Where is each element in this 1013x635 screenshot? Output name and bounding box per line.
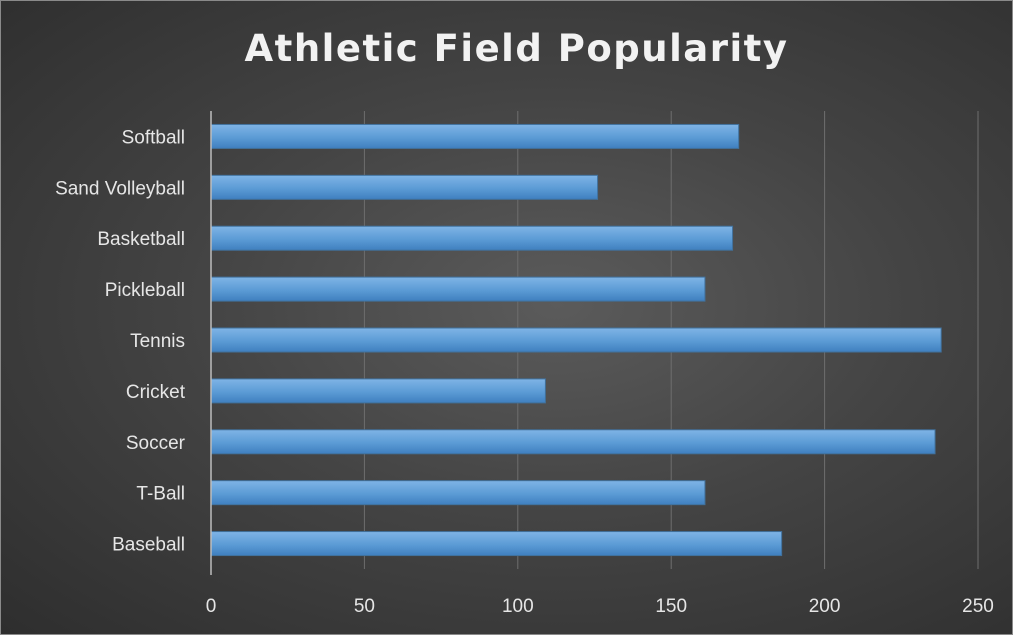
bar-t-ball (210, 480, 706, 506)
category-label: Cricket (126, 382, 186, 403)
x-tick-label: 0 (206, 596, 217, 617)
x-tick-label: 250 (962, 596, 994, 617)
chart-title: Athletic Field Popularity (244, 27, 789, 70)
category-label: Basketball (97, 229, 185, 250)
category-label: T-Ball (136, 484, 185, 505)
bar-baseball (210, 531, 783, 557)
bar-soccer (210, 429, 936, 455)
bar-basketball (210, 225, 734, 251)
category-label: Baseball (112, 535, 185, 556)
bar-cricket (210, 378, 546, 404)
bar-tennis (210, 327, 942, 353)
bar-pickleball (210, 276, 706, 302)
bar-softball (210, 123, 740, 149)
category-label: Softball (122, 127, 185, 148)
category-label: Soccer (126, 433, 186, 454)
bar-sand-volleyball (210, 174, 599, 200)
x-tick-label: 200 (809, 596, 841, 617)
x-tick-label: 150 (655, 596, 687, 617)
category-label: Sand Volleyball (55, 178, 185, 199)
category-label: Pickleball (105, 280, 185, 301)
tick-labels: 0 50 100 150 200 250 Softball Sand Volleyball Ba… (55, 127, 994, 617)
category-label: Tennis (130, 331, 185, 352)
bars (210, 123, 942, 557)
x-tick-label: 100 (502, 596, 534, 617)
x-tick-label: 50 (354, 596, 375, 617)
